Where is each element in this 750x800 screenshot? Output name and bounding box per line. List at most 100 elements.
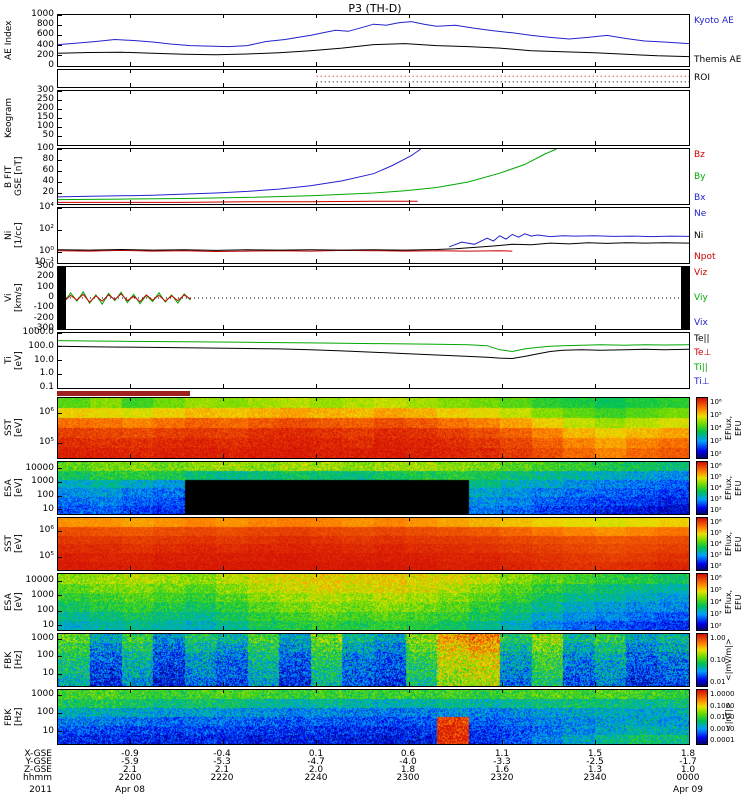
x-tick-mark bbox=[688, 518, 690, 521]
colorbar-axis-label: EFU bbox=[734, 594, 743, 610]
x-tick-mark bbox=[409, 200, 410, 204]
y-tick-label: 10 bbox=[42, 504, 54, 514]
y-tick-mark bbox=[58, 262, 62, 264]
colorbar-tick-label: 10⁵ bbox=[710, 586, 722, 594]
x-row-label-hhmm: hhmm bbox=[23, 773, 52, 783]
colorbar-gradient bbox=[697, 518, 707, 570]
x-row-label: Y-GSE bbox=[25, 757, 52, 767]
x-tick-mark bbox=[316, 267, 318, 270]
x-tick-mark bbox=[130, 682, 132, 686]
y-tick-mark bbox=[58, 181, 62, 183]
x-time-label: 2320 bbox=[490, 773, 514, 783]
x-coord-value: 1.6 bbox=[494, 765, 510, 775]
y-tick-label: -200 bbox=[33, 313, 54, 323]
x-tick-mark bbox=[409, 626, 410, 630]
y-tick-mark bbox=[58, 99, 62, 101]
x-tick-mark bbox=[316, 83, 318, 87]
x-tick-mark bbox=[409, 208, 410, 211]
x-year-label: 2011 bbox=[29, 785, 52, 795]
x-tick-mark bbox=[502, 15, 504, 18]
y-tick-mark bbox=[58, 595, 62, 597]
y-tick-label: 10000 bbox=[25, 463, 54, 473]
x-tick-mark bbox=[409, 574, 410, 577]
x-coord-value: 2.1 bbox=[122, 765, 138, 775]
x-tick-mark bbox=[688, 634, 690, 637]
x-tick-mark bbox=[222, 510, 224, 514]
x-tick-mark bbox=[130, 690, 132, 693]
y-axis-label-sst-ions: [eV] bbox=[14, 418, 24, 438]
x-tick-mark bbox=[595, 740, 597, 744]
x-tick-mark bbox=[688, 62, 690, 66]
x-tick-mark bbox=[130, 267, 132, 270]
y-tick-mark bbox=[58, 45, 62, 47]
panel-b-fit bbox=[57, 148, 690, 205]
x-tick-mark bbox=[316, 259, 318, 263]
y-tick-mark bbox=[58, 307, 62, 309]
x-date-end: Apr 09 bbox=[673, 785, 703, 795]
y-tick-label: 10 bbox=[42, 668, 54, 678]
colorbar-tick-label: 10² bbox=[710, 562, 722, 570]
panel-esa-electrons bbox=[57, 573, 690, 631]
y-tick-label: -100 bbox=[33, 302, 54, 312]
x-tick-mark bbox=[222, 740, 224, 744]
y-axis-label-velocity: Vi bbox=[4, 293, 14, 303]
x-tick-mark bbox=[688, 626, 690, 630]
x-tick-mark bbox=[595, 259, 597, 263]
x-time-label: 2340 bbox=[583, 773, 607, 783]
x-tick-mark bbox=[409, 518, 410, 521]
x-date-start: Apr 08 bbox=[115, 785, 145, 795]
colorbar-tick-label: 0.0010 bbox=[710, 725, 735, 733]
y-tick-label: 10 bbox=[42, 620, 54, 630]
x-tick-mark bbox=[222, 91, 224, 94]
y-tick-label: 10⁴ bbox=[38, 202, 54, 212]
x-tick-mark bbox=[502, 267, 504, 270]
y-tick-mark bbox=[58, 287, 62, 289]
y-tick-label: 0 bbox=[48, 292, 54, 302]
series-bx bbox=[58, 149, 422, 198]
x-tick-mark bbox=[409, 149, 410, 152]
x-tick-mark bbox=[222, 398, 224, 401]
y-tick-label: 10² bbox=[38, 224, 54, 234]
y-tick-label: 80 bbox=[42, 154, 54, 164]
x-tick-mark bbox=[316, 510, 318, 514]
x-tick-mark bbox=[316, 149, 318, 152]
y-tick-mark bbox=[58, 148, 62, 150]
x-tick-mark bbox=[688, 267, 690, 270]
y-tick-mark bbox=[58, 442, 62, 444]
line-plot-b-fit bbox=[58, 149, 557, 203]
spectrogram-esa-ions bbox=[58, 462, 689, 514]
colorbar-tick-label: 0.1000 bbox=[710, 702, 735, 710]
x-tick-mark bbox=[409, 91, 410, 94]
y-tick-mark bbox=[58, 276, 62, 278]
x-tick-mark bbox=[222, 149, 224, 152]
x-tick-mark bbox=[409, 15, 410, 18]
y-tick-label: 100 bbox=[36, 490, 54, 500]
y-tick-mark bbox=[58, 34, 62, 36]
x-tick-mark bbox=[222, 83, 224, 87]
x-tick-mark bbox=[688, 574, 690, 577]
x-tick-mark bbox=[222, 333, 224, 336]
y-tick-mark bbox=[58, 556, 62, 558]
y-tick-mark bbox=[58, 126, 62, 128]
series-ti-par bbox=[58, 340, 689, 353]
panel-sst-electrons bbox=[57, 517, 690, 571]
legend-b-fit-0: Bz bbox=[694, 150, 705, 160]
x-tick-mark bbox=[502, 740, 504, 744]
x-tick-mark bbox=[316, 15, 318, 18]
x-tick-mark bbox=[595, 141, 597, 145]
y-tick-label: 100 bbox=[36, 650, 54, 660]
x-tick-mark bbox=[316, 200, 318, 204]
y-tick-label: 200 bbox=[36, 50, 54, 60]
y-tick-mark bbox=[58, 530, 62, 532]
x-tick-mark bbox=[502, 259, 504, 263]
x-tick-mark bbox=[316, 566, 318, 570]
x-tick-mark bbox=[130, 518, 132, 521]
x-coord-value: -0.9 bbox=[121, 749, 139, 759]
x-tick-mark bbox=[688, 149, 690, 152]
y-tick-label: 300 bbox=[36, 261, 54, 271]
panel-keogram bbox=[57, 90, 690, 146]
x-tick-mark bbox=[130, 15, 132, 18]
x-tick-mark bbox=[130, 333, 132, 336]
y-tick-label: 40 bbox=[42, 176, 54, 186]
line-plot-ae-index bbox=[58, 21, 689, 58]
